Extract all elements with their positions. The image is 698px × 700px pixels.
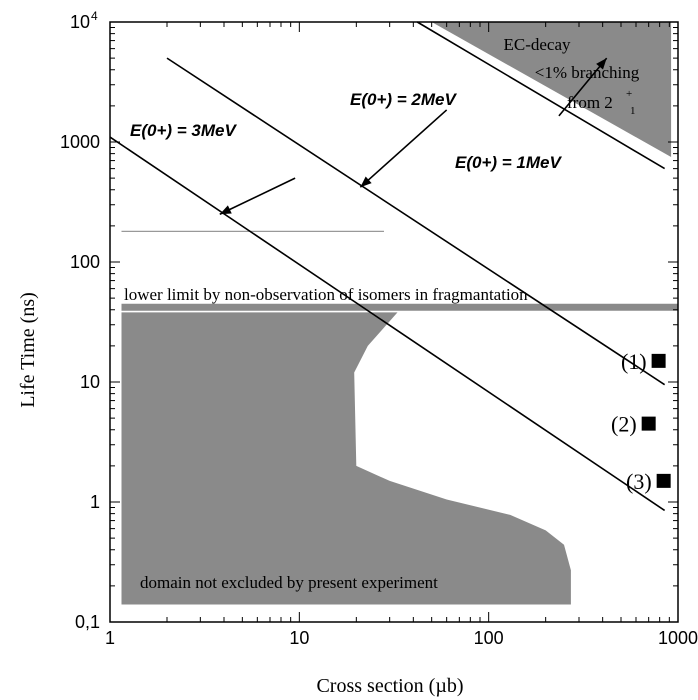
data-point-label-3: (3) — [626, 469, 652, 494]
y-tick-label-sup-5: 4 — [91, 9, 98, 23]
ec-decay-label-line2: <1% branching — [535, 63, 640, 82]
y-tick-label-0: 0,1 — [75, 612, 100, 632]
reference-lines-layer — [121, 230, 678, 311]
domain-not-excluded-label: domain not excluded by present experimen… — [140, 573, 438, 592]
y-tick-label-1: 1 — [90, 492, 100, 512]
y-tick-label-3: 100 — [70, 252, 100, 272]
data-point-label-1: (1) — [621, 349, 647, 374]
y-tick-label-4: 1000 — [60, 132, 100, 152]
plot-frame — [109, 21, 679, 623]
lower-limit-label: lower limit by non-observation of isomer… — [124, 285, 528, 304]
series-line-2 — [416, 21, 666, 170]
y-axis-label: Life Time (ns) — [17, 292, 39, 408]
ec-decay-label-line1: EC-decay — [503, 35, 571, 54]
series-line-1 — [166, 57, 666, 386]
series-layer — [109, 21, 666, 512]
text-labels-layer: EC-decay <1% branching from 2 + 1 lower … — [17, 35, 640, 697]
x-tick-label-3: 1000 — [658, 628, 698, 648]
series-label-1mev: E(0+) = 1MeV — [455, 153, 562, 172]
annotation-arrowhead-1 — [360, 176, 372, 188]
x-tick-label-1: 10 — [289, 628, 309, 648]
y-tick-label-5: 10 — [70, 12, 90, 32]
annotations-layer — [219, 57, 608, 215]
data-point-2 — [641, 416, 656, 431]
y-tick-label-2: 10 — [80, 372, 100, 392]
ec-decay-label-line3: from 2 — [567, 93, 613, 112]
shaded-region-1 — [431, 22, 672, 157]
annotation-arrow-0 — [219, 177, 296, 215]
points-layer: (1) (2) (3) — [611, 349, 671, 494]
series-label-3mev: E(0+) = 3MeV — [130, 121, 237, 140]
annotation-arrowhead-2 — [596, 58, 607, 70]
x-tick-label-0: 1 — [105, 628, 115, 648]
series-line-0 — [109, 136, 666, 512]
ec-decay-label-sub: 1 — [630, 105, 636, 117]
x-axis-label: Cross section (µb) — [316, 675, 463, 697]
regions-layer — [121, 22, 672, 605]
data-point-3 — [656, 473, 671, 488]
shaded-region-0 — [121, 312, 571, 605]
annotation-arrow-1 — [359, 109, 448, 188]
data-point-1 — [651, 353, 666, 368]
ec-decay-label-sup: + — [626, 88, 632, 100]
x-tick-label-2: 100 — [474, 628, 504, 648]
series-label-2mev: E(0+) = 2MeV — [350, 90, 457, 109]
annotation-arrow-2 — [558, 57, 608, 117]
data-point-label-2: (2) — [611, 412, 637, 437]
annotation-arrowhead-0 — [219, 205, 232, 215]
